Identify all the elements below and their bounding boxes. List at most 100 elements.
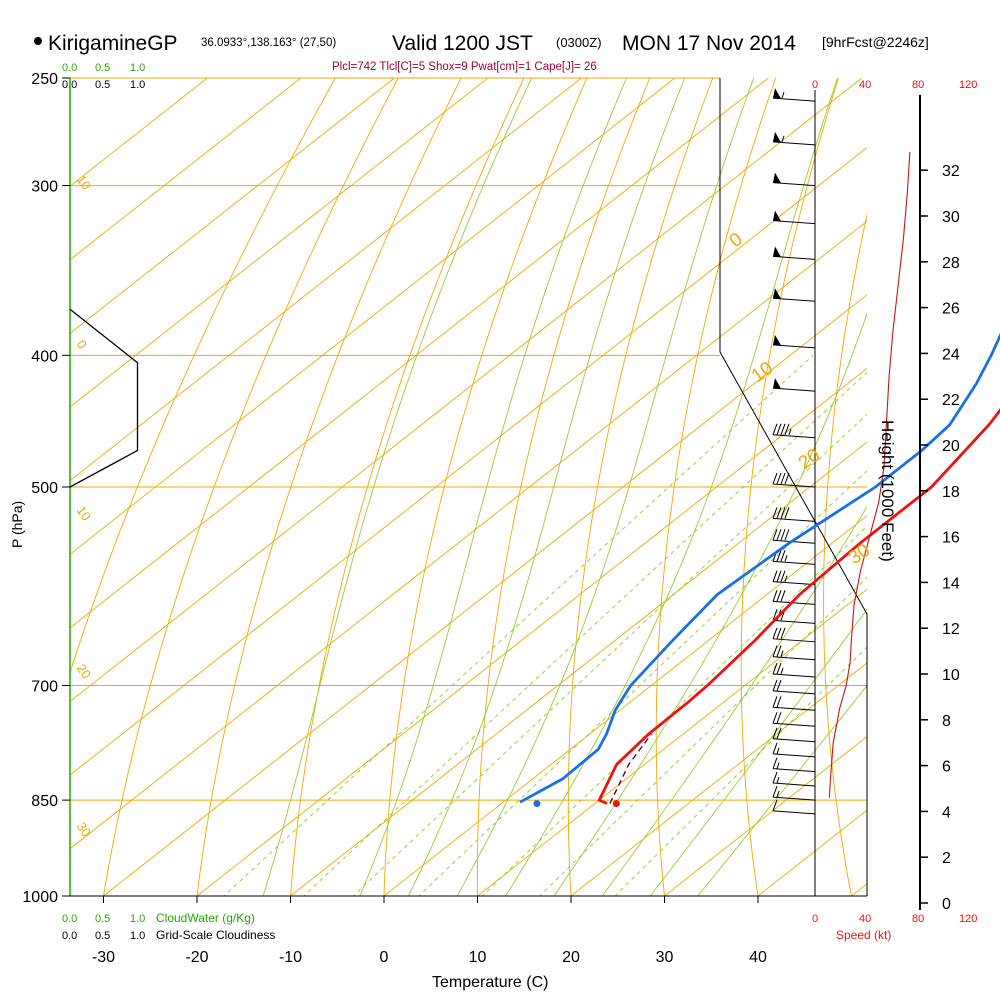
pressure-tick-300: 300	[31, 179, 58, 196]
mixing-ratio-line-6	[614, 646, 867, 896]
temperature-tick--10: -10	[279, 949, 302, 966]
bottom-cloudiness-tick-1: 0.5	[95, 930, 110, 942]
dry-adiabat-0	[383, 78, 588, 896]
wind-barb-1	[772, 131, 816, 146]
moist-adiabat-0	[359, 78, 627, 896]
temperature-axis-label: Temperature (C)	[432, 974, 548, 991]
temperature-profile-line	[597, 408, 1000, 805]
height-tick-22: 22	[942, 392, 960, 409]
utc-time: (0300Z)	[556, 35, 602, 50]
wind-barb-27	[772, 799, 816, 815]
pressure-tick-400: 400	[31, 348, 58, 365]
height-tick-0: 0	[942, 896, 951, 913]
mixing-ratio-line-5	[538, 577, 867, 896]
top-speed-tick-40: 40	[859, 79, 871, 91]
isotherms	[70, 78, 867, 896]
wind-barb-20	[772, 696, 816, 711]
wind-barb-22	[772, 727, 816, 743]
bottom-cloudwater-tick-2: 1.0	[130, 913, 145, 925]
height-tick-24: 24	[942, 346, 960, 363]
top-cloudiness-scale: 0.0 0.5 1.0	[62, 79, 145, 91]
wind-barb-4	[772, 246, 816, 260]
wind-barb-23	[772, 742, 816, 758]
moist-adiabat--10	[262, 78, 533, 896]
mixing-ratio-line-0	[223, 354, 814, 896]
left-isotherm-label-1: 0	[74, 337, 90, 352]
wind-speed-profile-line	[828, 151, 911, 798]
mixing-ratio-label-1: 2	[297, 901, 312, 915]
moist-adiabat-35	[697, 684, 867, 896]
dry-adiabat-40	[740, 78, 839, 896]
dry-adiabat-70	[981, 0, 1000, 925]
temperature-tick-0: 0	[380, 949, 389, 966]
isotherm-label-20: 20	[795, 445, 824, 474]
parcel-path-line	[609, 733, 652, 804]
moist-adiabat-5	[407, 78, 686, 896]
mixing-ratio-label-5: 12	[533, 895, 552, 914]
bottom-speed-tick-40: 40	[859, 913, 871, 925]
bottom-cloudwater-tick-0: 0.0	[62, 913, 77, 925]
top-speed-tick-80: 80	[912, 79, 924, 91]
moist-adiabat-10	[456, 78, 755, 896]
mixing-ratio-line-3	[418, 470, 867, 896]
left-isotherm-label-2: 10	[74, 503, 95, 523]
dewpoint-profile-line	[519, 332, 1000, 804]
pressure-tick-1000: 1000	[22, 889, 58, 906]
isotherm--70	[70, 78, 770, 629]
height-tick-10: 10	[942, 667, 960, 684]
stability-indices: Plcl=742 Tlcl[C]=5 Shox=9 Pwat[cm]=1 Cap…	[332, 61, 597, 73]
wind-barb-21	[772, 712, 816, 727]
bottom-cloudwater-tick-1: 0.5	[95, 913, 110, 925]
pressure-tick-250: 250	[31, 71, 58, 88]
isotherm--20	[196, 367, 867, 896]
isotherm-10	[476, 588, 867, 896]
top-speed-tick-0: 0	[812, 79, 818, 91]
height-tick-20: 20	[942, 438, 960, 455]
wind-barb-26	[772, 785, 816, 801]
isotherm-0	[383, 515, 867, 896]
isotherm-40	[757, 809, 867, 896]
bottom-speed-tick-0: 0	[812, 913, 818, 925]
wind-barb-0	[772, 88, 816, 102]
mixing-ratio-label-3: 5	[412, 901, 427, 915]
isotherm--90	[70, 78, 583, 482]
pressure-axis-label: P (hPa)	[9, 501, 25, 548]
wind-barb-2	[772, 172, 816, 187]
mixing-ratio-label-4: 8	[475, 901, 490, 915]
isotherm--30	[102, 294, 867, 896]
wind-barb-6	[772, 334, 816, 349]
dry-adiabat-60	[904, 0, 1000, 925]
top-cloudwater-tick-2: 1.0	[130, 62, 145, 74]
station-coords: 36.0933°,138.163° (27,50)	[201, 37, 336, 49]
isotherm--80	[70, 78, 676, 555]
top-cloudwater-tick-0: 0.0	[62, 62, 77, 74]
wind-barb-19	[772, 679, 816, 695]
bottom-cloudiness-tick-0: 0.0	[62, 930, 77, 942]
wind-barb-7	[772, 378, 816, 392]
wind-barb-3	[772, 210, 816, 225]
height-tick-16: 16	[942, 530, 960, 547]
height-tick-26: 26	[942, 301, 960, 318]
isotherm--60	[70, 78, 863, 703]
top-cloudwater-tick-1: 0.5	[95, 62, 110, 74]
wind-barb-16	[772, 627, 816, 643]
temperature-tick-30: 30	[656, 949, 674, 966]
pressure-axis-ticks: 250 300 400 500 700 850 1000	[22, 71, 70, 906]
sigma-boundary	[719, 351, 868, 896]
dry-adiabat--30	[103, 78, 399, 896]
station-name: KirigamineGP	[48, 32, 178, 55]
moist-adiabat-30	[649, 608, 867, 896]
isotherm--100	[70, 78, 489, 408]
height-tick-18: 18	[942, 484, 960, 501]
wind-barb-18	[772, 662, 816, 678]
wind-barb-8	[772, 423, 816, 439]
height-axis-label: Height (1000 Feet)	[878, 420, 897, 562]
temperature-tick--30: -30	[92, 949, 115, 966]
height-tick-28: 28	[942, 255, 960, 272]
dry-adiabats	[70, 0, 1000, 925]
height-tick-14: 14	[942, 575, 960, 592]
mixing-ratio-line-4	[481, 525, 867, 896]
height-tick-4: 4	[942, 804, 951, 821]
wind-barb-17	[772, 645, 816, 661]
isotherm--40	[70, 220, 867, 850]
